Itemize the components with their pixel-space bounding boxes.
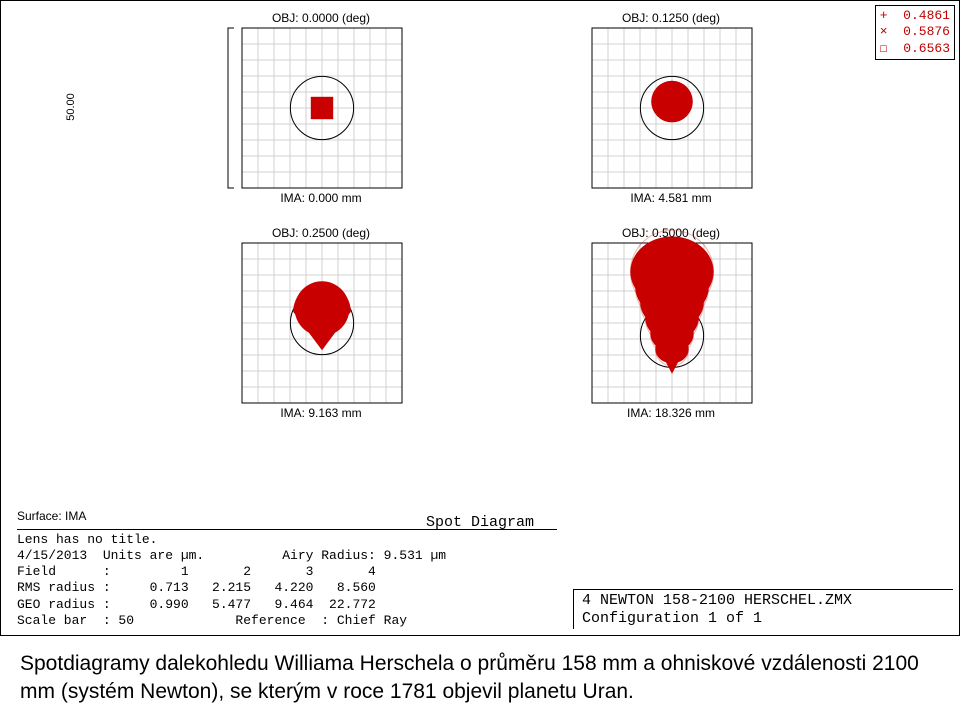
legend-row: ☐ 0.6563 (880, 41, 950, 57)
panel-plot (591, 242, 831, 404)
wavelength-legend: + 0.4861 × 0.5876 ☐ 0.6563 (875, 5, 955, 60)
spot-panel: OBJ: 0.5000 (deg) IMA: 18.326 mm (511, 226, 831, 420)
panel-plot (591, 27, 831, 189)
info-block: Lens has no title. 4/15/2013 Units are µ… (17, 529, 557, 630)
panel-plot (241, 242, 481, 404)
legend-row: × 0.5876 (880, 24, 950, 40)
config-block: 4 NEWTON 158-2100 HERSCHEL.ZMX Configura… (573, 589, 953, 630)
config-line: 4 NEWTON 158-2100 HERSCHEL.ZMX (582, 592, 953, 611)
surface-label: Surface: IMA (17, 509, 86, 523)
scale-bar-label: 50.00 (65, 93, 77, 121)
spot-panel: OBJ: 0.2500 (deg) IMA: 9.163 mm (161, 226, 481, 420)
panel-ima-label: IMA: 18.326 mm (511, 406, 831, 420)
panel-obj-label: OBJ: 0.2500 (deg) (161, 226, 481, 240)
panel-ima-label: IMA: 9.163 mm (161, 406, 481, 420)
panel-ima-label: IMA: 4.581 mm (511, 191, 831, 205)
spot-diagram-figure: + 0.4861 × 0.5876 ☐ 0.6563 50.00 Surface… (0, 0, 960, 636)
figure-caption: Spotdiagramy dalekohledu Williama Hersch… (20, 650, 940, 707)
panel-obj-label: OBJ: 0.0000 (deg) (161, 11, 481, 25)
legend-row: + 0.4861 (880, 8, 950, 24)
spot-panel: OBJ: 0.1250 (deg) IMA: 4.581 mm (511, 11, 831, 205)
panel-plot (241, 27, 481, 189)
config-line: Configuration 1 of 1 (582, 610, 953, 629)
panel-ima-label: IMA: 0.000 mm (161, 191, 481, 205)
panel-obj-label: OBJ: 0.1250 (deg) (511, 11, 831, 25)
spot-panel: OBJ: 0.0000 (deg) IMA: 0.000 mm (161, 11, 481, 205)
panel-grid: OBJ: 0.0000 (deg) IMA: 0.000 mmOBJ: 0.12… (91, 11, 821, 441)
